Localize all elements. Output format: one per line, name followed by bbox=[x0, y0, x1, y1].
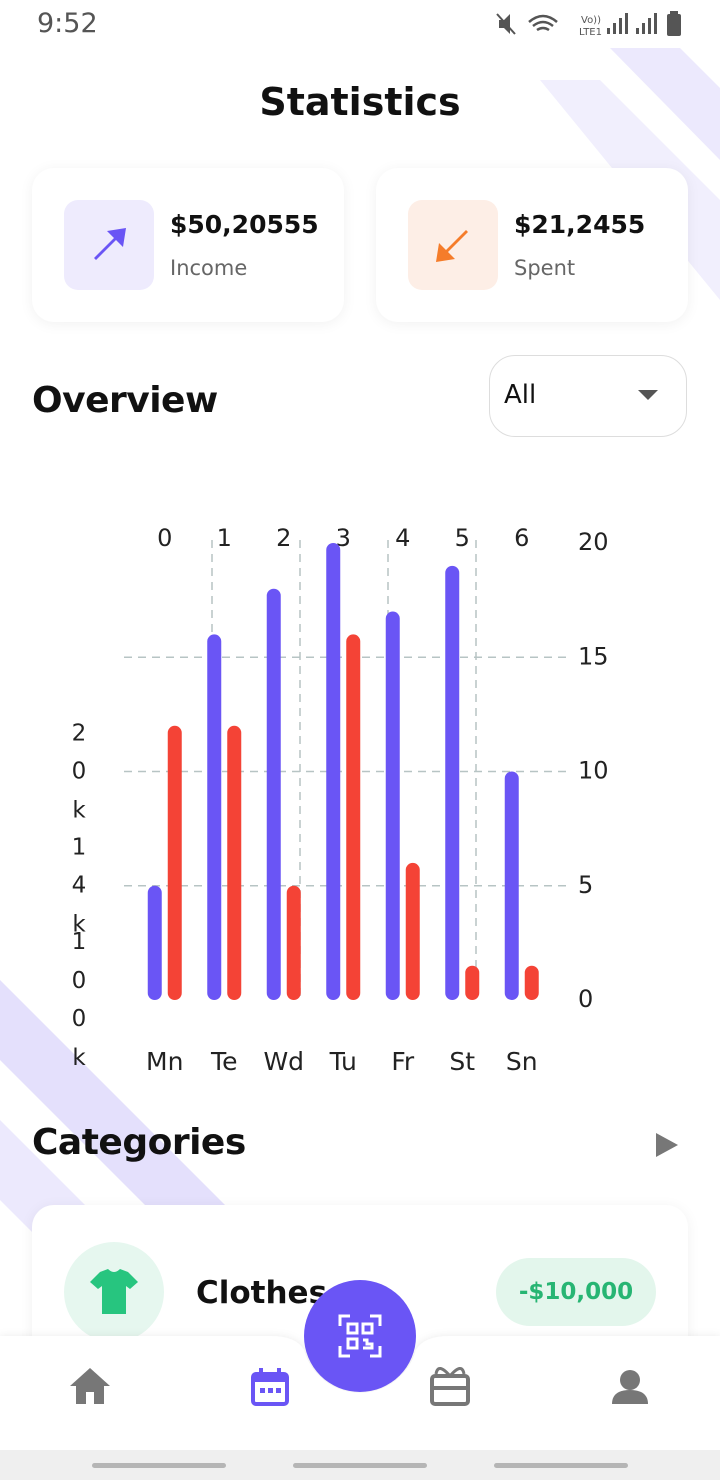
spent-amount: $21,2455 bbox=[514, 210, 646, 239]
spent-icon-box bbox=[408, 200, 498, 290]
filter-value: All bbox=[504, 380, 537, 410]
y-tick-label: 100k bbox=[71, 929, 87, 1071]
x-tick-label: St bbox=[449, 1047, 475, 1076]
bottom-nav bbox=[0, 1280, 720, 1480]
income-card[interactable]: $50,20555 Income bbox=[32, 168, 344, 322]
spent-card[interactable]: $21,2455 Spent bbox=[376, 168, 688, 322]
top-label: 0 bbox=[157, 524, 172, 552]
category-icon bbox=[64, 1242, 164, 1342]
see-more-arrow[interactable] bbox=[654, 1131, 680, 1159]
bar bbox=[266, 588, 281, 1000]
y2-tick-label: 15 bbox=[578, 642, 609, 670]
category-amount: -$10,000 bbox=[496, 1258, 656, 1326]
top-label: 6 bbox=[514, 524, 529, 552]
bar bbox=[147, 885, 162, 1000]
bar bbox=[346, 634, 361, 1000]
bar bbox=[207, 634, 222, 1000]
bar bbox=[326, 543, 341, 1000]
y2-tick-label: 10 bbox=[578, 757, 609, 785]
bar bbox=[227, 725, 242, 1000]
nav-profile[interactable] bbox=[612, 1370, 648, 1404]
svg-text:Vo)): Vo)) bbox=[581, 15, 601, 26]
top-label: 2 bbox=[276, 524, 291, 552]
x-tick-label: Wd bbox=[263, 1047, 304, 1076]
bar bbox=[445, 565, 460, 1000]
y-tick-label: 20k bbox=[71, 719, 87, 823]
overview-title: Overview bbox=[32, 380, 218, 421]
nav-gift[interactable] bbox=[430, 1367, 470, 1406]
filter-dropdown[interactable]: All bbox=[489, 355, 687, 437]
bar bbox=[524, 965, 539, 1000]
x-tick-label: Sn bbox=[506, 1047, 538, 1076]
bar bbox=[385, 611, 400, 1000]
spent-icon bbox=[436, 230, 468, 262]
income-amount: $50,20555 bbox=[170, 210, 319, 239]
top-label: 4 bbox=[395, 524, 410, 552]
income-label: Income bbox=[170, 256, 248, 280]
category-name: Clothes bbox=[196, 1275, 328, 1311]
income-icon-box bbox=[64, 200, 154, 290]
x-tick-label: Mn bbox=[146, 1047, 183, 1076]
y2-tick-label: 5 bbox=[578, 871, 593, 899]
y2-tick-label: 20 bbox=[578, 528, 609, 556]
bar bbox=[286, 885, 301, 1000]
page-title: Statistics bbox=[259, 80, 461, 124]
categories-title: Categories bbox=[32, 1122, 246, 1163]
bar bbox=[167, 725, 182, 1000]
nav-calendar[interactable] bbox=[251, 1368, 289, 1406]
y-tick-label: 14k bbox=[71, 834, 87, 937]
spent-label: Spent bbox=[514, 256, 576, 280]
income-icon bbox=[94, 228, 126, 260]
dropdown-caret bbox=[638, 390, 658, 400]
bar bbox=[465, 965, 480, 1000]
top-label: 3 bbox=[336, 524, 351, 552]
bar bbox=[504, 771, 519, 1000]
y2-tick-label: 0 bbox=[578, 985, 593, 1013]
x-tick-label: Fr bbox=[391, 1047, 415, 1076]
scan-button[interactable] bbox=[304, 1280, 416, 1392]
x-tick-label: Tu bbox=[329, 1047, 357, 1076]
x-tick-label: Te bbox=[210, 1047, 237, 1076]
status-icons: Vo))LTE1 bbox=[496, 11, 681, 38]
svg-text:LTE1: LTE1 bbox=[579, 27, 602, 38]
bar bbox=[405, 862, 420, 1000]
top-label: 5 bbox=[455, 524, 470, 552]
top-label: 1 bbox=[217, 524, 232, 552]
nav-home[interactable] bbox=[70, 1368, 110, 1404]
status-time: 9:52 bbox=[37, 8, 98, 39]
